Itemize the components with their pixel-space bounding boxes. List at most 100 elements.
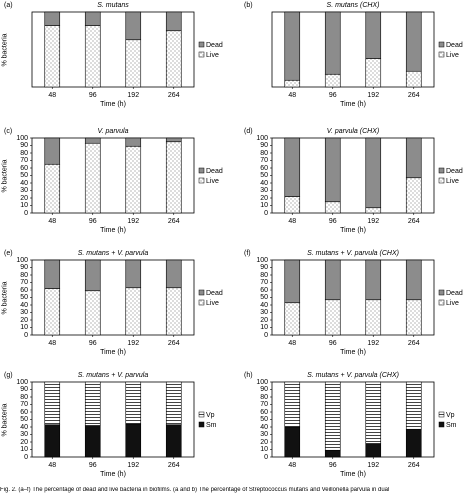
legend-swatch-sm	[438, 421, 445, 428]
y-tick-label: 60	[20, 164, 28, 172]
legend-label-sm: Sm	[446, 421, 457, 429]
legend-label-live: Live	[206, 177, 219, 185]
y-tick-label: 80	[20, 393, 28, 401]
y-tick-label: 40	[260, 423, 268, 431]
legend-label-dead: Dead	[446, 167, 463, 175]
y-tick-label: 20	[260, 438, 268, 446]
panel-label: (h)	[244, 372, 253, 379]
legend-label-dead: Dead	[206, 41, 223, 49]
y-tick-label: 10	[20, 202, 28, 209]
bar-dead	[284, 259, 301, 304]
bar-vp	[165, 381, 182, 426]
bar-dead	[365, 259, 382, 301]
y-tick-label: 0	[24, 453, 28, 461]
panel-label: (c)	[4, 128, 13, 135]
x-tick-label: 96	[88, 218, 97, 225]
bar-live	[284, 79, 301, 88]
panel-label: (f)	[244, 250, 251, 257]
bar-sm	[125, 423, 142, 458]
bar-live	[84, 142, 101, 214]
y-tick-label: 100	[256, 256, 268, 264]
y-tick-label: 50	[20, 294, 28, 301]
bar-live	[405, 70, 422, 88]
legend-swatch-dead	[198, 41, 205, 48]
y-tick-label: 50	[20, 416, 28, 423]
legend-swatch-vp	[438, 411, 445, 418]
bar-sm	[44, 424, 61, 458]
y-tick-label: 50	[260, 172, 268, 179]
bar-live	[125, 287, 142, 336]
y-tick-label: 100	[256, 378, 268, 386]
bar-live	[165, 141, 182, 214]
bar-dead	[324, 11, 341, 75]
legend-label-live: Live	[446, 299, 459, 307]
x-tick-label: 96	[328, 218, 337, 225]
legend-label-dead: Dead	[206, 167, 223, 175]
bar-vp	[284, 381, 301, 428]
x-tick-label: 48	[288, 218, 297, 225]
legend-label-dead: Dead	[446, 289, 463, 297]
bar-dead	[365, 137, 382, 209]
bar-live	[365, 207, 382, 214]
chart-title: V. parvula	[97, 128, 129, 135]
legend-swatch-live	[198, 177, 205, 184]
bar-dead	[84, 137, 101, 144]
y-axis-label: % bacteria	[1, 32, 9, 67]
y-tick-label: 30	[260, 309, 268, 316]
x-tick-label: 264	[167, 92, 180, 99]
y-tick-label: 80	[260, 271, 268, 279]
x-tick-label: 264	[407, 218, 420, 225]
x-tick-label: 48	[48, 462, 57, 469]
y-tick-label: 40	[20, 423, 28, 431]
y-axis-label: % bacteria	[1, 280, 9, 315]
panel-label: (g)	[4, 372, 13, 379]
bar-vp	[125, 381, 142, 425]
bar-live	[165, 287, 182, 336]
legend-swatch-dead	[198, 167, 205, 174]
panel-label: (b)	[244, 2, 253, 9]
bar-vp	[324, 381, 341, 451]
bar-sm	[365, 443, 382, 458]
bar-live	[44, 288, 61, 336]
bar-dead	[405, 11, 422, 72]
y-tick-label: 70	[20, 401, 28, 408]
y-tick-label: 100	[16, 256, 28, 264]
bar-dead	[125, 259, 142, 289]
bar-live	[44, 25, 61, 88]
y-tick-label: 0	[24, 209, 28, 217]
y-tick-label: 0	[264, 331, 268, 339]
y-tick-label: 60	[260, 408, 268, 416]
y-tick-label: 60	[20, 408, 28, 416]
y-tick-label: 100	[256, 134, 268, 142]
bar-live	[165, 30, 182, 88]
legend-label-live: Live	[446, 51, 459, 59]
bar-live	[84, 25, 101, 88]
y-tick-label: 100	[16, 378, 28, 386]
bar-dead	[44, 11, 61, 26]
y-tick-label: 10	[260, 446, 268, 453]
y-tick-label: 80	[260, 149, 268, 157]
legend-swatch-live	[438, 177, 445, 184]
y-tick-label: 70	[260, 157, 268, 164]
bar-live	[284, 196, 301, 214]
y-tick-label: 0	[264, 453, 268, 461]
y-tick-label: 90	[260, 142, 268, 149]
y-tick-label: 30	[260, 187, 268, 194]
y-tick-label: 50	[260, 416, 268, 423]
legend-swatch-dead	[438, 167, 445, 174]
figure-caption: Fig. 2. (a–f) The percentage of dead and…	[0, 487, 390, 493]
x-tick-label: 48	[288, 340, 297, 347]
bar-dead	[125, 11, 142, 41]
bar-dead	[405, 259, 422, 301]
y-tick-label: 20	[20, 438, 28, 446]
y-tick-label: 90	[260, 386, 268, 393]
x-axis-label: Time (h)	[100, 471, 126, 478]
y-tick-label: 60	[260, 286, 268, 294]
legend-swatch-live	[198, 299, 205, 306]
y-tick-label: 10	[20, 446, 28, 453]
y-tick-label: 90	[20, 264, 28, 271]
bar-dead	[84, 259, 101, 292]
y-tick-label: 0	[264, 209, 268, 217]
x-tick-label: 96	[328, 92, 337, 99]
